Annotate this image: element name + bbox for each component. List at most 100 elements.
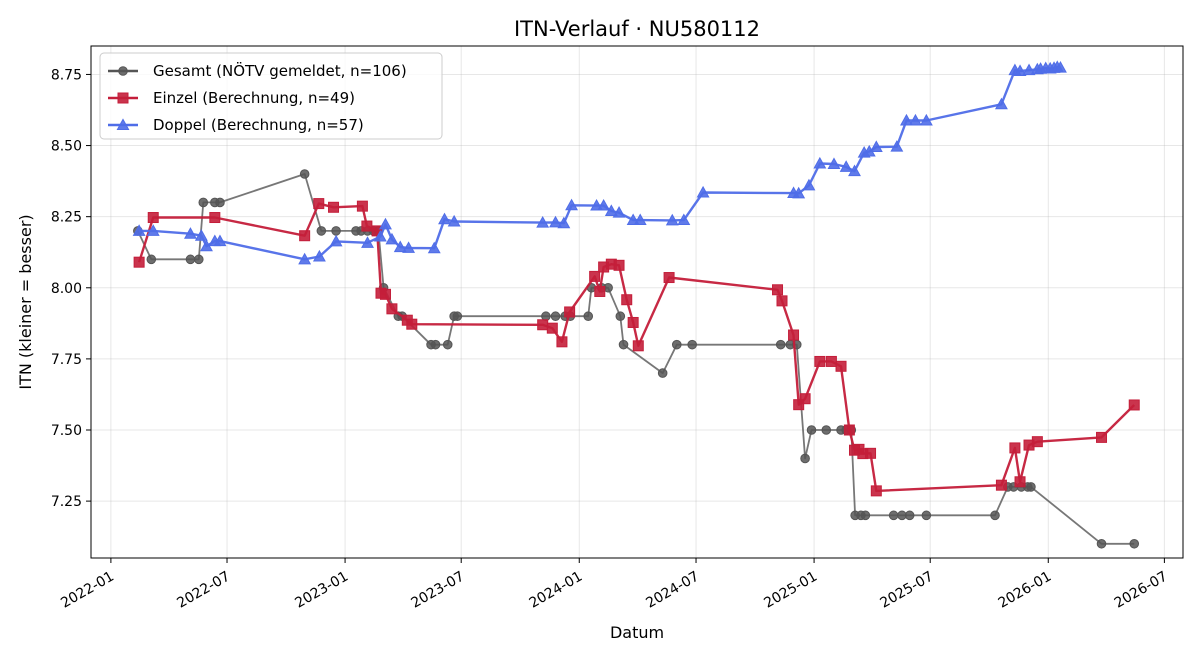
x-tick-label: 2024-07 <box>643 569 702 612</box>
data-point <box>1096 538 1107 549</box>
data-point <box>402 241 416 253</box>
x-axis-ticks: 2022-01 2022-07 2023-01 2023-07 2024-01 2024-… <box>58 558 1170 612</box>
data-point <box>589 270 601 282</box>
data-point <box>1014 476 1026 488</box>
data-point <box>618 339 629 350</box>
data-point <box>328 201 340 213</box>
data-point <box>430 339 441 350</box>
data-point <box>565 198 579 211</box>
x-tick-label: 2025-01 <box>761 569 820 612</box>
data-point <box>299 169 310 179</box>
x-axis-label: Datum <box>610 623 664 642</box>
legend-marker <box>117 92 129 104</box>
data-point <box>331 226 341 236</box>
data-point <box>183 227 197 239</box>
data-point <box>299 230 311 242</box>
data-point <box>147 212 159 224</box>
data-point <box>835 360 847 372</box>
data-point <box>442 339 453 350</box>
data-point <box>1096 431 1108 443</box>
data-point <box>919 113 933 126</box>
data-point <box>821 425 832 435</box>
data-point <box>1026 482 1036 492</box>
data-point <box>361 220 373 232</box>
data-point <box>185 254 196 265</box>
data-point <box>316 226 327 236</box>
data-point <box>447 214 461 227</box>
grid-lines <box>91 46 1183 558</box>
y-tick-label: 8.00 <box>51 281 82 297</box>
data-point <box>671 339 682 350</box>
data-point <box>890 140 904 152</box>
data-point <box>909 113 922 126</box>
y-tick-label: 8.75 <box>51 67 82 83</box>
data-point <box>556 336 568 348</box>
data-point <box>198 197 209 208</box>
data-point <box>209 212 221 224</box>
data-point <box>373 229 387 242</box>
data-point <box>921 510 932 521</box>
data-point <box>843 424 855 436</box>
data-point <box>860 510 871 521</box>
data-point <box>1009 442 1021 454</box>
data-point <box>665 213 679 226</box>
data-point <box>788 329 800 341</box>
data-point <box>597 198 611 211</box>
data-point <box>839 160 853 172</box>
legend-marker <box>116 118 130 130</box>
data-point <box>800 453 810 464</box>
data-point <box>549 215 562 228</box>
data-point <box>536 216 550 228</box>
data-point <box>132 224 146 236</box>
data-point <box>604 204 618 216</box>
y-tick-label: 7.75 <box>51 352 82 368</box>
data-point <box>900 113 913 126</box>
chart-title: ITN-Verlauf · NU580112 <box>514 17 760 41</box>
data-point <box>385 232 399 245</box>
data-point <box>193 254 204 265</box>
data-point <box>994 97 1008 110</box>
data-point <box>615 311 626 322</box>
data-point <box>772 284 784 296</box>
series-square <box>133 198 1140 497</box>
data-point <box>312 249 326 262</box>
data-point <box>613 259 625 271</box>
legend-marker <box>118 66 128 76</box>
data-point <box>865 447 877 459</box>
data-point <box>825 355 837 367</box>
data-point <box>213 234 227 247</box>
data-point <box>537 319 549 331</box>
data-point <box>792 186 806 199</box>
data-point <box>313 198 325 210</box>
data-point <box>146 224 160 236</box>
data-point <box>541 311 551 322</box>
data-point <box>133 256 145 268</box>
x-tick-label: 2026-07 <box>1112 569 1171 612</box>
data-point <box>813 156 827 169</box>
data-point <box>557 216 571 229</box>
data-point <box>776 295 788 307</box>
data-point <box>627 316 639 328</box>
y-axis-ticks: 7.25 7.50 7.75 8.00 8.25 8.50 8.75 <box>51 67 91 510</box>
data-point <box>848 164 861 177</box>
y-tick-label: 7.50 <box>51 423 82 439</box>
data-point <box>687 339 697 350</box>
data-point <box>799 393 811 405</box>
data-point <box>329 234 343 247</box>
plot-frame <box>90 45 1184 559</box>
data-point <box>1022 63 1036 76</box>
legend-label: Einzel (Berechnung, n=49) <box>153 89 355 107</box>
data-point <box>1054 60 1067 73</box>
data-point <box>1128 399 1140 411</box>
y-axis-label: ITN (kleiner = besser) <box>16 214 35 389</box>
data-point <box>775 339 786 350</box>
data-point <box>379 217 392 230</box>
data-point <box>406 318 418 330</box>
data-point <box>657 368 668 378</box>
legend-label: Gesamt (NÖTV gemeldet, n=106) <box>153 61 407 80</box>
x-tick-label: 2023-01 <box>292 569 351 612</box>
data-point <box>427 241 441 254</box>
data-point <box>438 212 451 225</box>
series-area <box>132 60 1140 549</box>
